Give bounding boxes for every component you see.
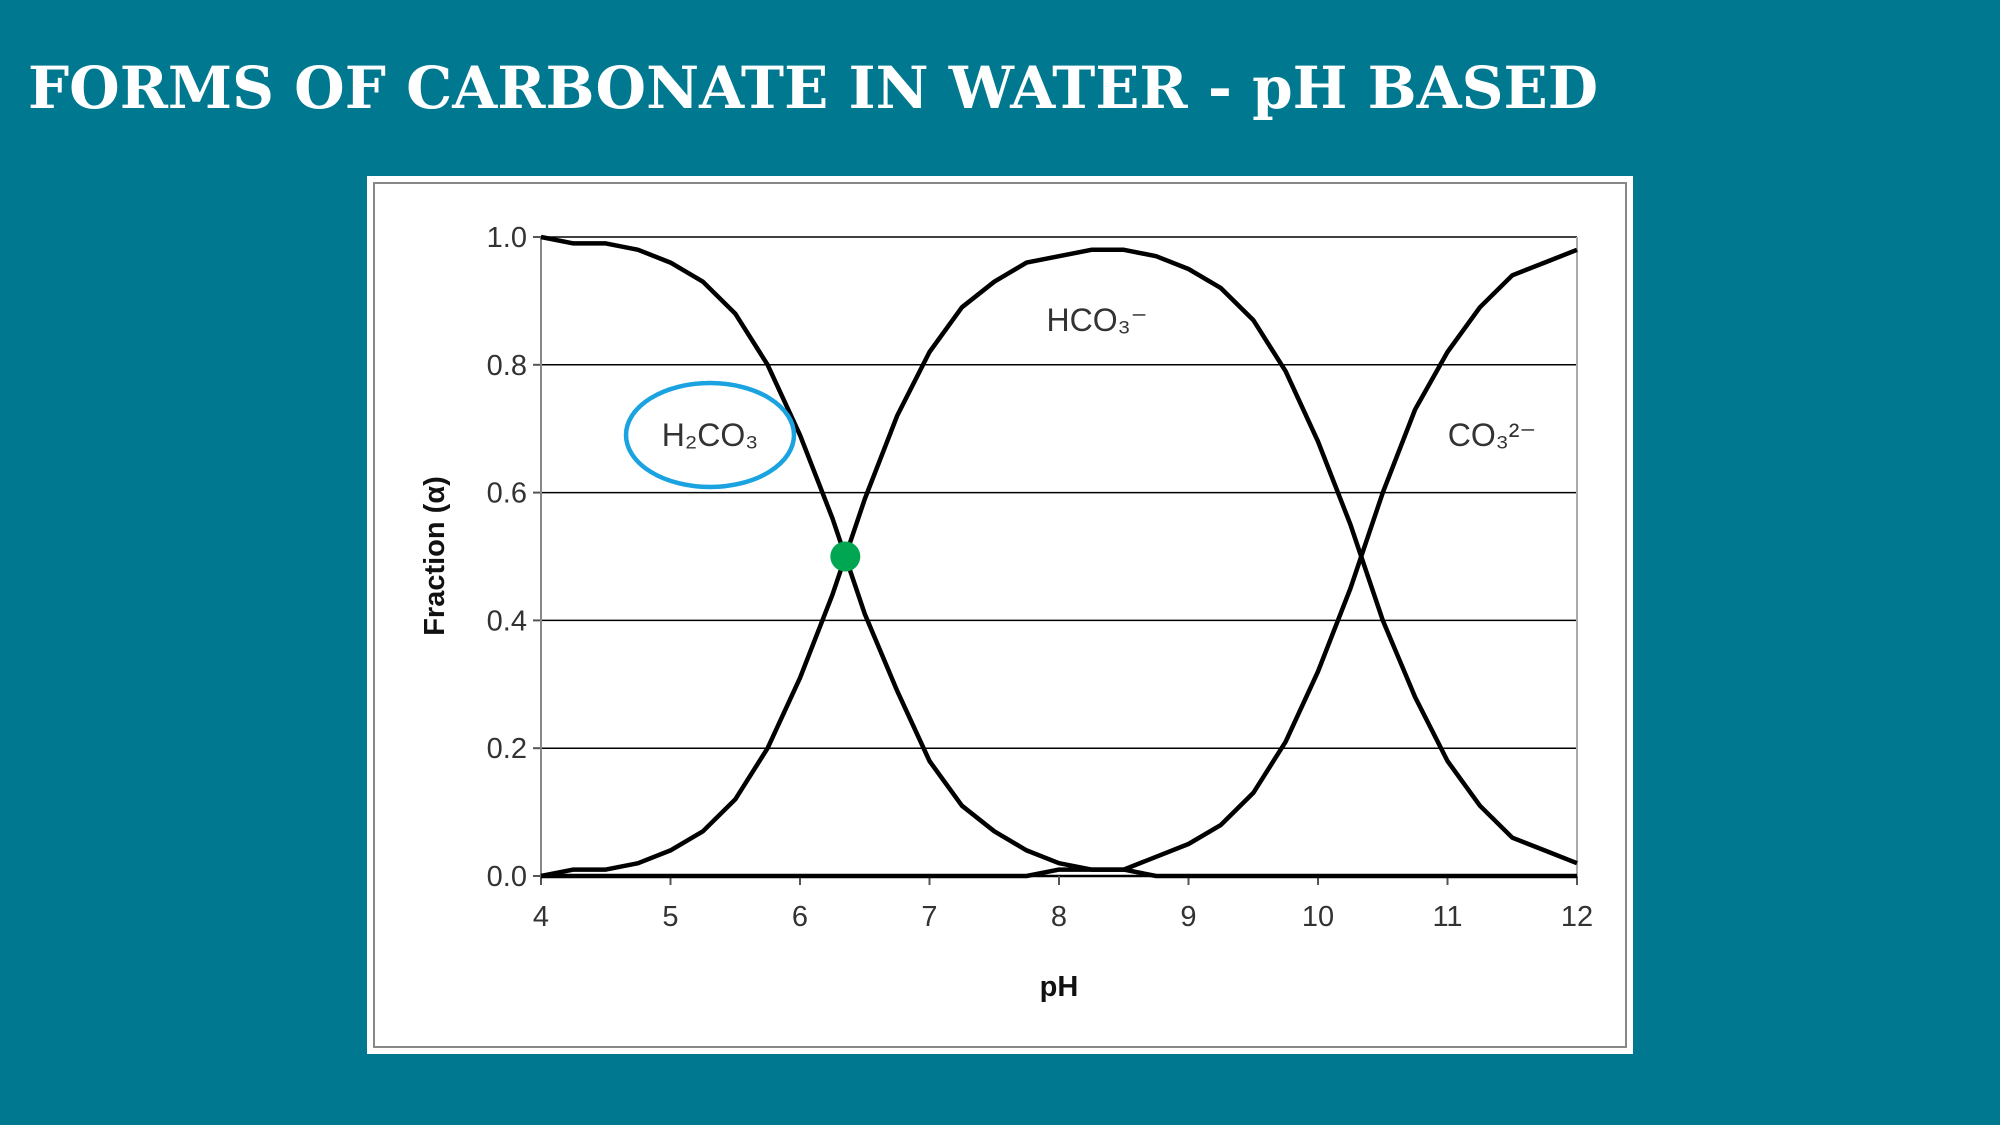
x-tick-label: 12	[1561, 901, 1593, 933]
series-line	[540, 247, 1578, 879]
series-line	[541, 247, 1578, 879]
intersection-marker	[830, 541, 861, 572]
x-tick-label: 6	[792, 901, 808, 933]
y-tick-label: 0.2	[487, 733, 527, 765]
x-tick-label: 5	[662, 901, 678, 933]
y-axis-label: Fraction (α)	[419, 476, 451, 636]
x-tick-label: 8	[1051, 901, 1067, 933]
series-label: H₂CO₃	[662, 417, 759, 453]
x-tick-label: 11	[1432, 901, 1462, 933]
x-tick-label: 4	[533, 901, 549, 933]
y-tick-label: 1.0	[487, 222, 527, 254]
slide-title: FORMS OF CARBONATE IN WATER - pH BASED	[28, 54, 1598, 122]
x-tick-label: 9	[1180, 901, 1196, 933]
x-axis-label: pH	[1040, 971, 1079, 1003]
y-tick-label: 0.8	[487, 350, 527, 382]
y-tick-label: 0.4	[487, 605, 527, 637]
highlight-ellipse	[623, 380, 797, 490]
y-tick-label: 0.6	[487, 478, 527, 510]
chart-border	[373, 182, 1627, 1048]
series-label: HCO₃⁻	[1046, 302, 1147, 338]
x-tick-label: 10	[1302, 901, 1334, 933]
series-label: CO₃²⁻	[1448, 417, 1537, 453]
chart-frame	[367, 176, 1633, 1054]
series-line	[540, 234, 1577, 879]
x-tick-label: 7	[921, 901, 937, 933]
y-tick-label: 0.0	[487, 861, 527, 893]
